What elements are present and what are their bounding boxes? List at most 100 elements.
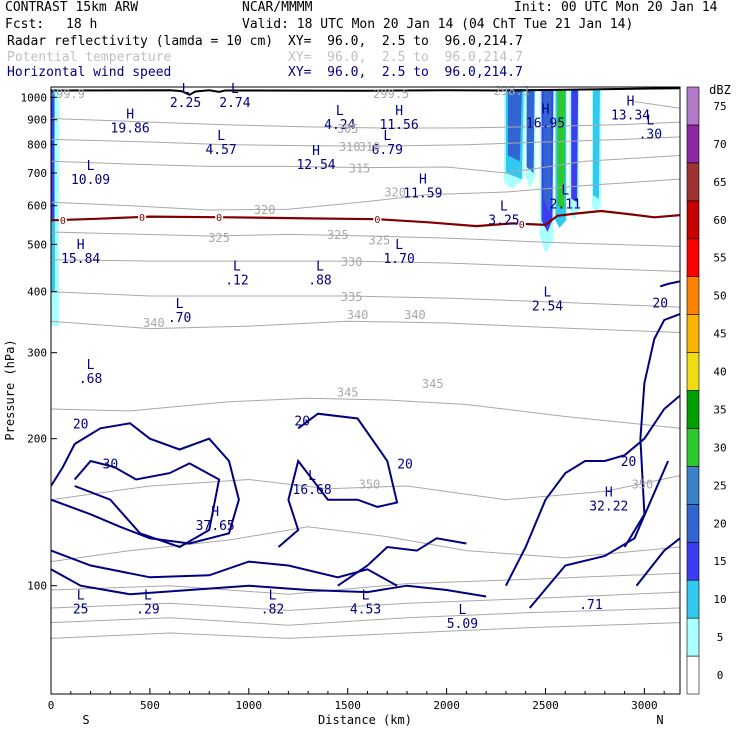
extremum-value: 37.65 xyxy=(196,519,235,534)
freezing-level-label: 0 xyxy=(139,213,145,224)
field-xy-theta: XY= 96.0, 2.5 to 96.0,214.7 xyxy=(288,50,523,65)
plot-frame xyxy=(50,86,681,695)
field-name-wind: Horizontal wind speed xyxy=(7,65,172,80)
extremum-marker: L xyxy=(395,238,403,253)
wind-contour-label: 30 xyxy=(103,457,119,472)
y-tick-label: 1000 xyxy=(21,91,48,104)
extremum-marker: H xyxy=(542,103,550,118)
colorbar-level: 25 xyxy=(713,479,726,492)
colorbar-swatch xyxy=(686,314,700,353)
reflectivity-cell xyxy=(557,89,566,210)
extremum-marker: L xyxy=(233,259,241,274)
wind-contour xyxy=(277,412,399,548)
theta-contour xyxy=(51,397,680,429)
reflectivity-cell xyxy=(571,89,579,203)
colorbar-swatch xyxy=(686,390,700,429)
extremum-marker: L xyxy=(231,82,239,97)
wind-contour xyxy=(528,460,670,609)
colorbar-swatch xyxy=(686,352,700,391)
extremum-value: 25 xyxy=(73,603,89,618)
wind-contour-label: 20 xyxy=(397,457,413,472)
theta-label: 350 xyxy=(359,477,381,491)
init-time: Init: 00 UTC Mon 20 Jan 14 xyxy=(514,0,718,15)
theta-label: 340 xyxy=(143,316,165,330)
colorbar-swatch xyxy=(686,162,700,202)
freezing-level-label: 0 xyxy=(374,215,380,226)
wind-contour-label: 20 xyxy=(294,414,310,429)
theta-contour xyxy=(51,607,680,626)
extremum-value: 4.53 xyxy=(350,603,381,618)
theta-labels: 350 350 345 345 340 340 340 335 330 325 325 325 320 3… xyxy=(49,84,654,491)
extremum-marker: H xyxy=(395,104,403,119)
theta-contour xyxy=(51,320,680,333)
reflectivity-shading xyxy=(51,89,601,327)
extremum-value: .88 xyxy=(308,273,331,288)
y-tick-label: 200 xyxy=(27,433,47,446)
model-title: CONTRAST 15km ARW xyxy=(5,0,139,15)
y-tick-label: 600 xyxy=(27,200,47,213)
reflectivity-cell xyxy=(507,89,522,162)
extremum-value: 2.11 xyxy=(550,197,581,212)
freezing-level-label: 0 xyxy=(519,220,525,231)
theta-contours xyxy=(51,101,680,639)
valid-time: Valid: 18 UTC Mon 20 Jan 14 (04 ChT Tue … xyxy=(242,17,634,32)
colorbar-level: 65 xyxy=(713,176,726,189)
extremum-value: 5.09 xyxy=(447,617,478,632)
colorbar-level: 55 xyxy=(713,252,726,265)
x-tick-label: 3000 xyxy=(631,699,658,712)
x-left-end-label: S xyxy=(82,713,89,727)
colorbar-swatch xyxy=(686,579,700,619)
theta-label: 298.1 xyxy=(494,84,530,98)
terrain-profile xyxy=(51,87,680,96)
x-tick-label: 500 xyxy=(140,699,160,712)
colorbar-level: 45 xyxy=(713,328,726,341)
extremum-value: 13.34 xyxy=(611,109,650,124)
theta-label: 335 xyxy=(341,290,363,304)
extremum-value: 1.70 xyxy=(383,252,414,267)
theta-contour xyxy=(51,118,680,129)
theta-contour xyxy=(51,259,680,272)
theta-contour xyxy=(51,291,680,308)
extremum-marker: L xyxy=(144,589,152,604)
wind-contour xyxy=(51,422,240,545)
wind-speed-contours: 30 20 20 20 20 20 xyxy=(51,280,680,609)
extremum-value: 15.84 xyxy=(61,252,100,267)
extremum-value: .71 xyxy=(579,598,602,613)
wind-contour xyxy=(505,394,680,587)
extremum-value: 11.59 xyxy=(403,186,442,201)
freezing-label-bg xyxy=(215,212,224,223)
extremum-marker: L xyxy=(269,589,277,604)
wind-contour-label: 20 xyxy=(73,417,89,432)
colorbar-swatch xyxy=(686,466,700,505)
y-tick-label: 800 xyxy=(27,139,47,152)
theta-label: 310 xyxy=(339,140,361,154)
freezing-level-label: 0 xyxy=(60,216,66,227)
extremum-marker: L xyxy=(646,114,654,129)
extremum-value: 4.57 xyxy=(205,143,236,158)
colorbar-level: 40 xyxy=(713,366,726,379)
theta-contour xyxy=(51,526,680,563)
extremum-value: 2.74 xyxy=(219,96,250,111)
wind-contour xyxy=(623,313,680,548)
x-right-end-label: N xyxy=(656,713,663,727)
colorbar-level: 20 xyxy=(713,517,726,530)
theta-label: 299.9 xyxy=(49,87,85,101)
wind-contour-label: 20 xyxy=(652,297,668,312)
terrain-line xyxy=(51,87,680,96)
colorbar-unit: dBZ xyxy=(709,83,731,97)
field-xy-reflectivity: XY= 96.0, 2.5 to 96.0,214.7 xyxy=(288,34,523,49)
colorbar-level: 30 xyxy=(713,441,726,454)
y-tick-label: 300 xyxy=(27,347,47,360)
reflectivity-cell xyxy=(51,89,54,221)
center-label: NCAR/MMMM xyxy=(242,0,313,15)
extremum-marker: L xyxy=(308,469,316,484)
theta-label: 305 xyxy=(337,122,359,136)
reflectivity-cell xyxy=(593,89,600,199)
colorbar-swatch xyxy=(686,86,700,126)
x-axis-label: Distance (km) xyxy=(318,713,412,727)
theta-label: 310 xyxy=(359,140,381,154)
wind-contour xyxy=(73,459,221,549)
colorbar-level: 50 xyxy=(713,290,726,303)
